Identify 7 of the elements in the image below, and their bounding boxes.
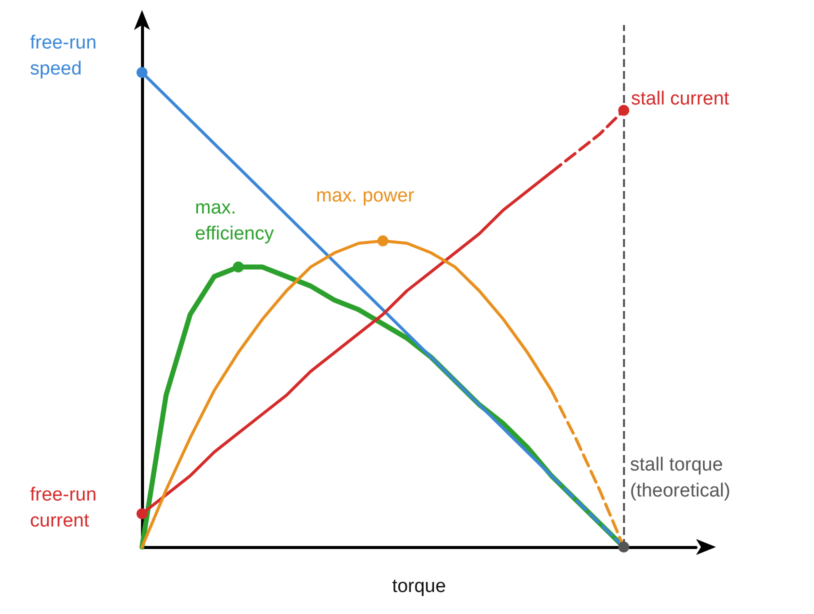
annotation: max. power bbox=[316, 186, 415, 206]
x-axis-title: torque bbox=[392, 576, 446, 597]
annotation: stall torque (theoretical) bbox=[630, 454, 730, 502]
annotation: stall current bbox=[631, 88, 730, 110]
annotation: max. efficiency bbox=[195, 198, 274, 244]
text: free-run current bbox=[30, 484, 102, 532]
text: free-run speed bbox=[30, 32, 102, 80]
